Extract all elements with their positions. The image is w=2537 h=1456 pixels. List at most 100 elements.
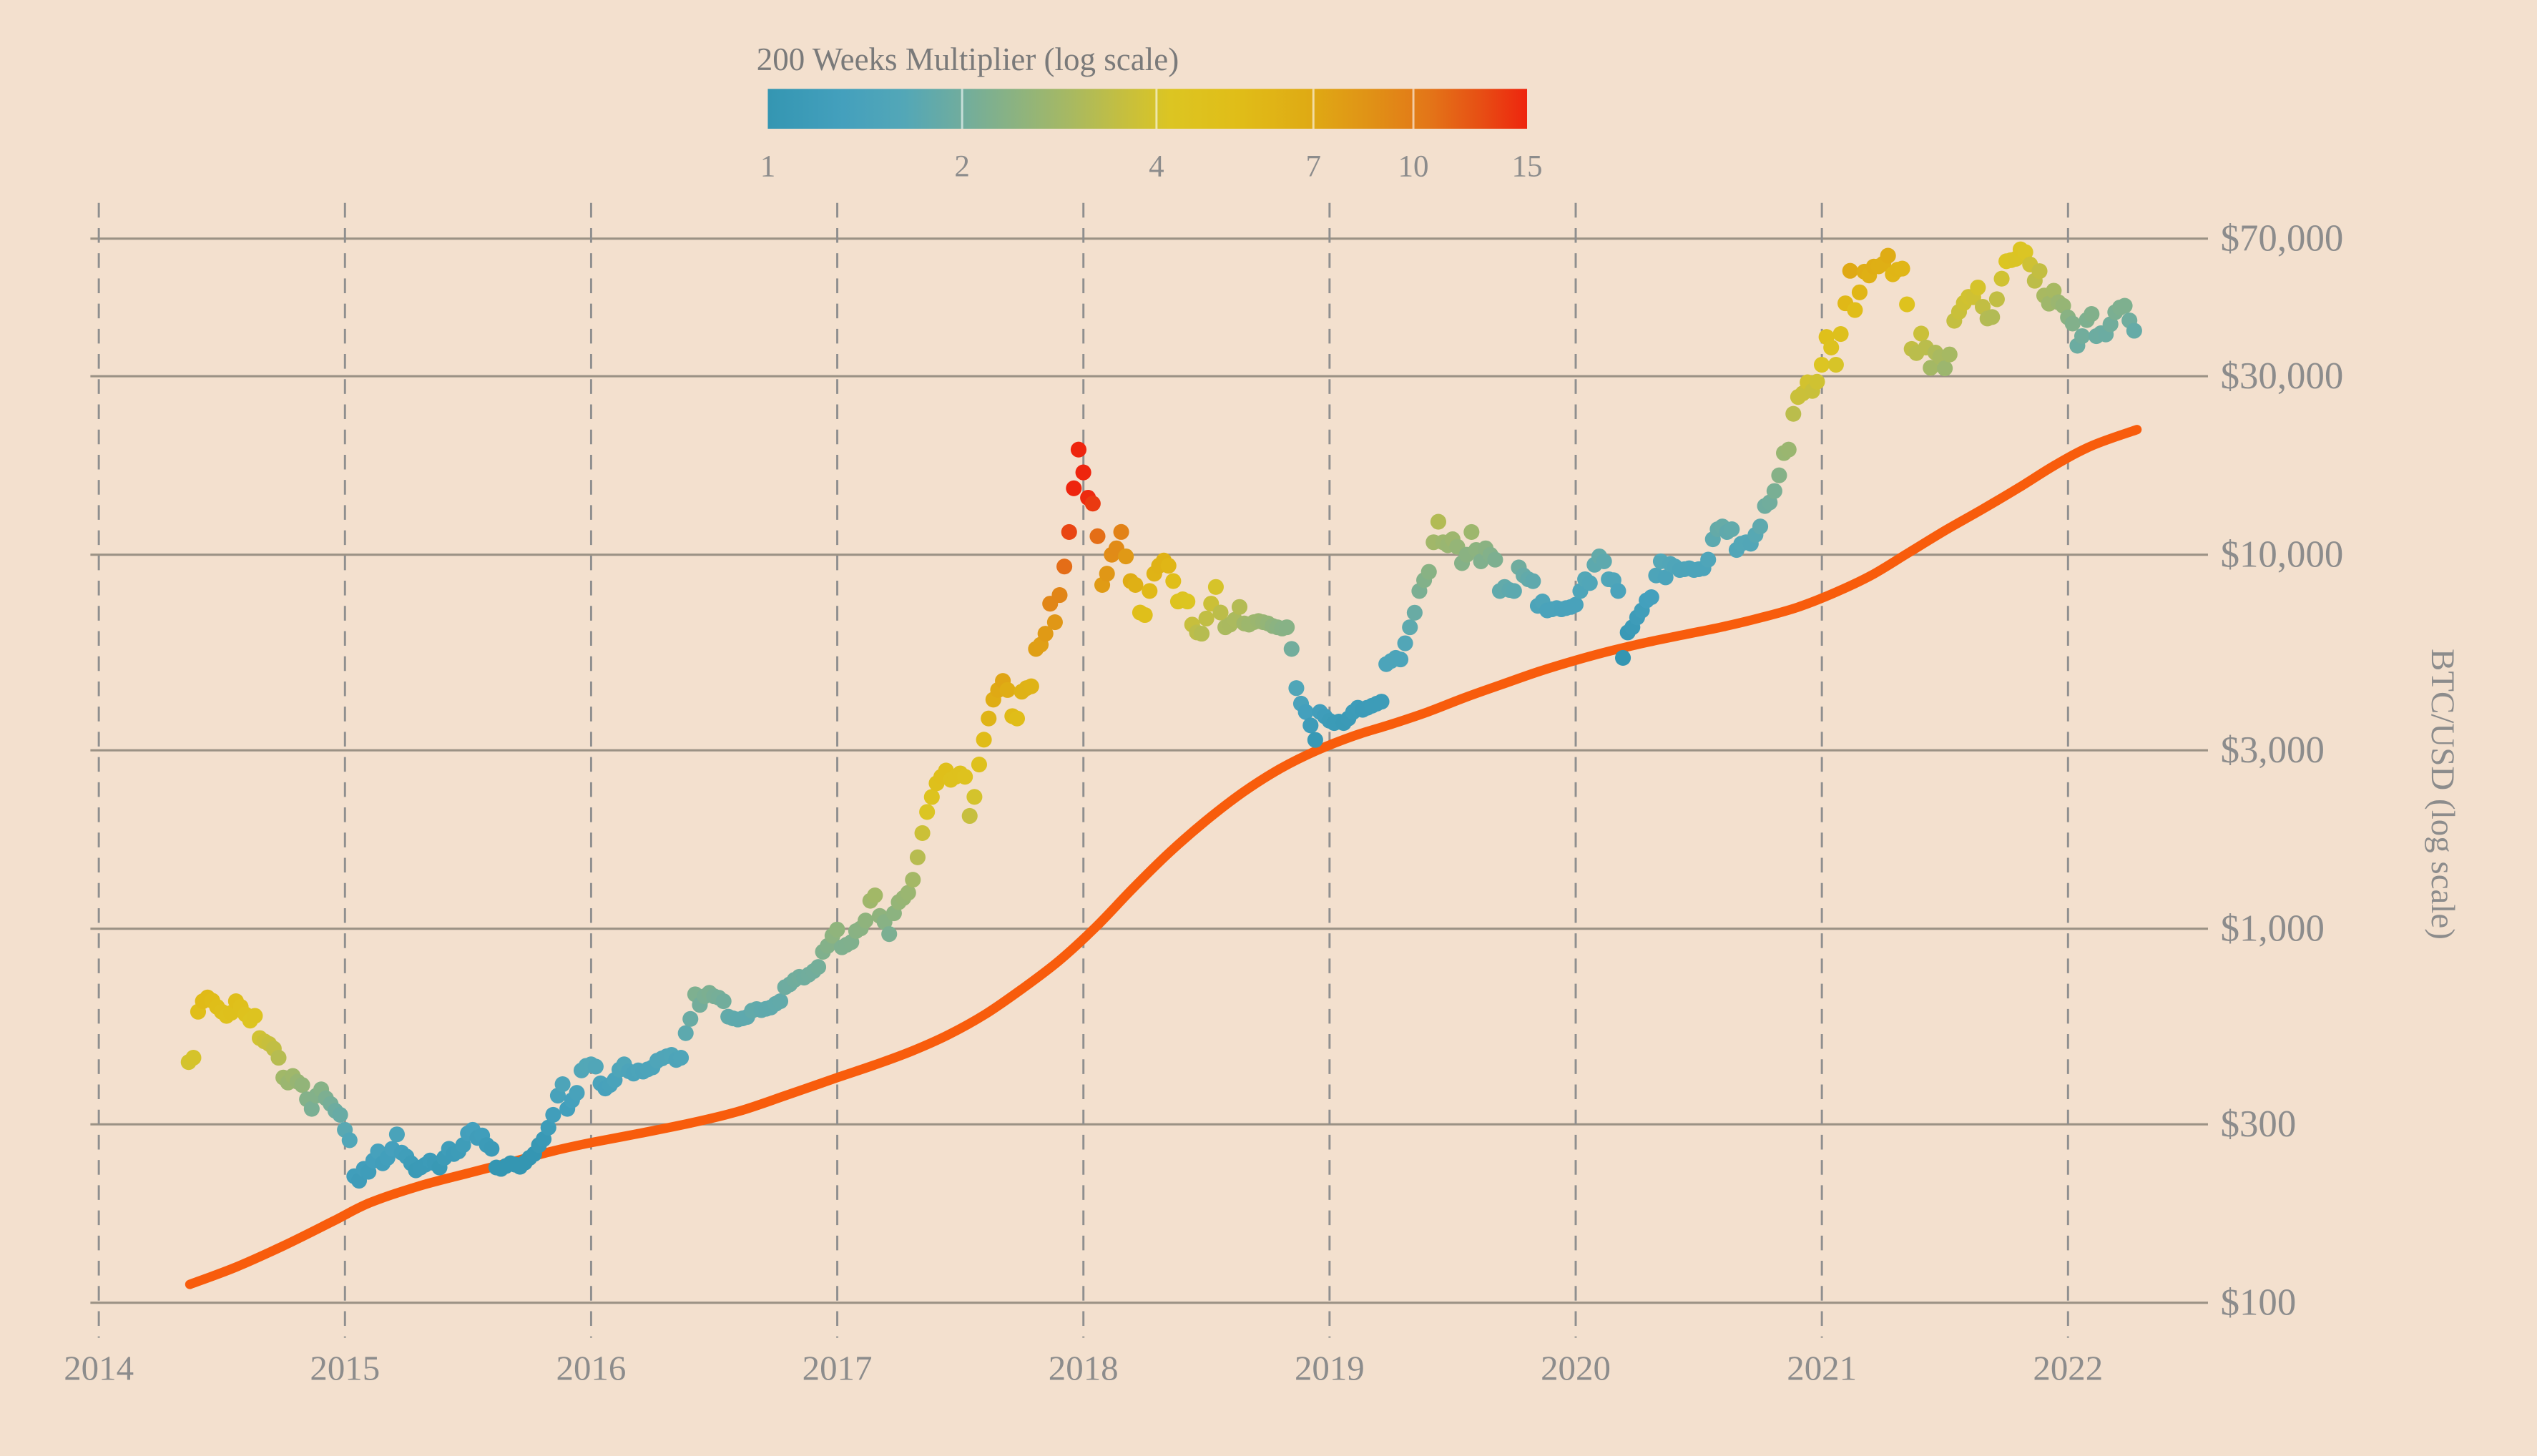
x-tick-label: 2015 [310,1348,380,1387]
price-point [858,913,874,929]
price-point [1894,260,1910,277]
price-point [455,1137,471,1154]
price-point [1397,635,1413,651]
price-point [715,993,732,1010]
price-point [923,789,940,805]
price-point [1525,573,1541,589]
price-point [957,769,973,785]
price-point [867,887,883,904]
price-point [881,926,898,943]
price-point [1207,579,1224,595]
colorbar-tick-mark [1412,89,1415,129]
price-point [905,872,921,888]
ma-200-week-line [185,425,2142,1289]
price-point [672,1050,690,1066]
price-point [976,732,992,748]
price-point [1099,566,1115,582]
price-point [682,1010,699,1027]
colorbar-tick-label: 15 [1511,150,1542,184]
price-point [1614,649,1631,666]
price-point [1051,587,1068,604]
price-point [1827,356,1844,373]
price-point [1406,604,1423,621]
x-tick-label: 2020 [1541,1348,1611,1387]
colorbar-tick-mark [1155,89,1158,129]
price-point [1127,576,1144,593]
y-tick-label: $1,000 [2221,908,2325,950]
colorbar-tick-label: 7 [1305,150,1321,184]
x-tick-label: 2017 [803,1348,873,1387]
price-point [540,1119,556,1136]
price-point [1373,694,1390,710]
price-point [1231,599,1248,615]
price-point [1809,373,1825,390]
price-point [1643,589,1659,606]
price-point [1913,325,1930,342]
price-point [1198,610,1214,627]
price-point [2126,323,2142,339]
x-tick-label: 2014 [64,1348,134,1387]
price-point [1880,247,1896,264]
y-tick-label: $3,000 [2221,729,2325,771]
x-tick-label: 2016 [556,1348,627,1387]
price-point [1993,270,2010,287]
price-point [1113,523,1129,540]
price-point [388,1126,405,1143]
price-point [1842,262,1858,279]
price-point [1089,528,1106,544]
price-point [1984,309,2001,325]
price-point [1402,619,1418,636]
y-tick-label: $30,000 [2221,355,2344,397]
price-point [1463,523,1480,541]
price-point [1780,441,1797,458]
price-point [1037,626,1054,642]
y-tick-label: $100 [2221,1282,2297,1324]
price-point [1070,441,1087,458]
colorbar-title: 200 Weeks Multiplier (log scale) [757,41,1179,77]
price-point [961,807,978,825]
price-point [900,885,916,901]
y-tick-label: $70,000 [2221,218,2344,260]
price-point [185,1050,202,1066]
price-point [545,1106,561,1123]
price-point [966,789,983,805]
price-point [971,757,987,773]
price-point [247,1008,263,1024]
price-point [341,1132,358,1148]
price-point [1487,551,1503,568]
price-point [1988,291,2005,308]
price-point [270,1050,287,1066]
colorbar-tick-label: 2 [954,150,970,184]
price-point [1771,467,1787,483]
price-point [1118,548,1134,565]
colorbar-tick-label: 1 [760,150,776,184]
price-point [1724,521,1740,538]
price-point [1160,557,1177,574]
price-point [484,1141,500,1157]
price-point [1832,326,1849,343]
x-tick-label: 2022 [2033,1348,2103,1387]
price-point [1288,680,1305,697]
price-point [1420,564,1437,580]
price-point [1302,717,1319,734]
price-point [2074,328,2091,345]
price-point [1941,346,1958,363]
price-point [2064,315,2081,332]
x-tick-label: 2019 [1295,1348,1365,1387]
price-point [1596,553,1612,570]
price-point [1279,619,1295,636]
price-point [587,1058,604,1075]
price-point [999,682,1016,698]
x-tick-label: 2021 [1787,1348,1857,1387]
price-point [1046,614,1063,631]
price-point [909,849,926,865]
btc-200wma-chart: $70,000 $30,000 $10,000 $3,000 $1,000 $300 $10… [64,41,2462,1388]
price-point [1165,573,1182,589]
price-point [332,1106,348,1123]
y-tick-label: $10,000 [2221,534,2344,576]
price-point [1283,641,1300,657]
price-point [1212,604,1229,621]
price-point [1610,583,1626,599]
price-point [1847,302,1863,318]
colorbar-tick-mark [1312,89,1315,129]
